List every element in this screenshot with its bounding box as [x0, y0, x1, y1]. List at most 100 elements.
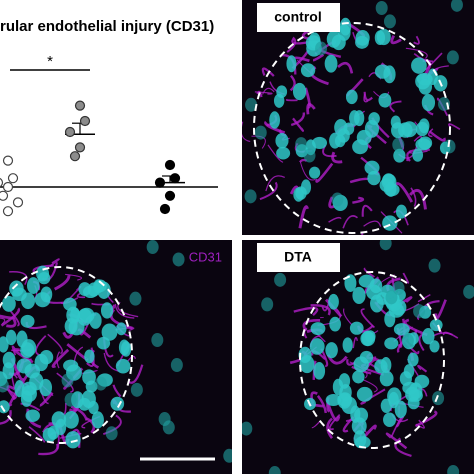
- nucleus: [63, 410, 79, 429]
- capillary: [342, 215, 359, 229]
- capillary: [315, 162, 334, 183]
- nucleus: [358, 274, 375, 288]
- nucleus: [359, 350, 374, 364]
- nucleus: [337, 393, 352, 409]
- dot: [0, 177, 4, 188]
- nucleus: [428, 258, 441, 273]
- nucleus: [411, 57, 427, 74]
- micrograph: [242, 0, 474, 235]
- nucleus: [401, 333, 414, 348]
- nucleus: [412, 148, 424, 162]
- nucleus: [418, 78, 433, 95]
- dot: [2, 181, 14, 193]
- nucleus: [364, 119, 380, 138]
- nucleus: [390, 115, 401, 129]
- nucleus: [5, 329, 17, 346]
- capillary: [6, 317, 17, 328]
- nucleus: [39, 349, 54, 365]
- nucleus: [275, 132, 289, 149]
- nucleus: [245, 97, 258, 112]
- nucleus: [300, 63, 316, 78]
- nucleus: [403, 364, 415, 379]
- capillary: [413, 35, 420, 45]
- nucleus: [47, 425, 60, 440]
- capillary: [264, 120, 286, 135]
- capillary: [70, 405, 88, 421]
- nucleus: [383, 14, 396, 29]
- nucleus: [20, 314, 35, 328]
- nucleus: [64, 392, 77, 407]
- capillary: [390, 35, 402, 45]
- nucleus: [87, 282, 101, 297]
- capillary: [328, 413, 341, 431]
- nucleus: [110, 396, 125, 411]
- nucleus: [172, 252, 185, 267]
- nucleus: [105, 426, 118, 441]
- capillary: [292, 117, 304, 132]
- capillary: [9, 309, 20, 327]
- glomerulus-outline: [0, 266, 133, 444]
- capillary: [49, 258, 60, 267]
- nucleus: [418, 136, 433, 150]
- nucleus: [414, 374, 430, 389]
- nucleus: [379, 240, 392, 251]
- nucleus: [328, 293, 339, 310]
- nucleus: [295, 137, 308, 152]
- capillary: [410, 187, 417, 207]
- chart-area: [0, 0, 237, 235]
- capillary: [28, 426, 46, 443]
- nucleus: [70, 307, 81, 324]
- nucleus: [21, 292, 36, 310]
- dot: [159, 203, 171, 215]
- nucleus: [361, 330, 374, 347]
- capillary: [414, 410, 438, 428]
- capillary: [385, 432, 408, 450]
- nucleus: [308, 166, 321, 179]
- nucleus: [91, 411, 104, 429]
- nucleus: [429, 340, 440, 353]
- capillary: [337, 61, 354, 74]
- nucleus: [354, 407, 369, 423]
- capillary: [54, 275, 71, 291]
- capillary: [311, 420, 321, 429]
- dot: [164, 159, 176, 171]
- capillary: [251, 135, 266, 149]
- nucleus: [115, 358, 131, 374]
- nucleus: [20, 390, 33, 407]
- nucleus: [421, 93, 436, 112]
- dot: [0, 190, 9, 201]
- nucleus: [385, 181, 397, 197]
- capillary: [47, 333, 63, 355]
- nucleus: [355, 30, 370, 46]
- label-box: [257, 3, 340, 32]
- capillary: [242, 121, 251, 143]
- dot: [69, 151, 81, 162]
- capillary: [261, 67, 275, 77]
- dot: [169, 173, 181, 184]
- nucleus: [345, 89, 358, 105]
- nucleus: [276, 146, 291, 160]
- nucleus: [223, 448, 232, 463]
- nucleus: [352, 286, 366, 305]
- nucleus: [407, 352, 419, 367]
- nucleus: [446, 50, 459, 65]
- nucleus: [89, 312, 102, 329]
- nucleus: [408, 389, 423, 402]
- capillary: [417, 364, 428, 373]
- nucleus: [338, 373, 351, 389]
- nucleus: [78, 397, 91, 411]
- dot: [79, 115, 91, 127]
- nucleus: [100, 302, 114, 319]
- nucleus: [421, 328, 435, 345]
- nucleus: [309, 338, 325, 355]
- panel-label: DTA: [284, 249, 312, 265]
- capillary: [352, 196, 365, 204]
- dot: [74, 142, 86, 153]
- capillary: [394, 437, 412, 458]
- capillary: [409, 188, 427, 210]
- micrograph-bg: [0, 240, 232, 474]
- nucleus: [300, 179, 312, 195]
- nucleus: [395, 204, 407, 219]
- nucleus: [384, 337, 399, 350]
